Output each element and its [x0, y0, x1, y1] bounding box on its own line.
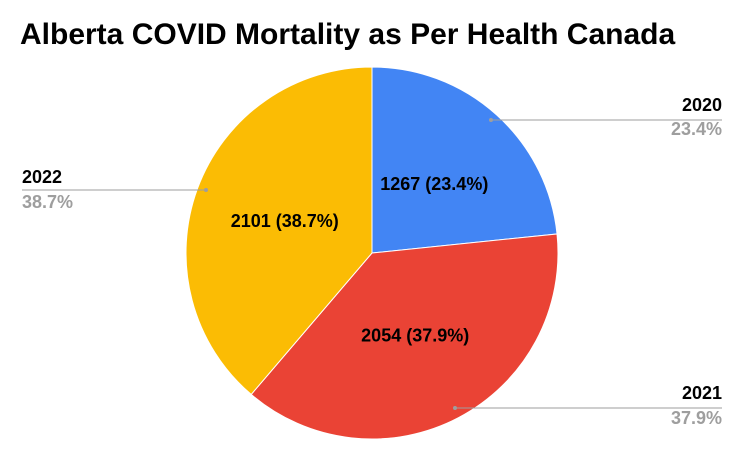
callout-percent-2020: 23.4% — [671, 119, 722, 139]
slice-value-label-2020: 1267 (23.4%) — [380, 174, 488, 194]
callout-percent-2021: 37.9% — [671, 408, 722, 428]
callout-label-2020: 2020 — [682, 95, 722, 115]
callout-dot-2020 — [489, 118, 493, 122]
pie-slice-2022 — [185, 66, 373, 396]
callout-percent-2022: 38.7% — [22, 192, 73, 212]
callout-dot-2021 — [453, 406, 457, 410]
chart-title: Alberta COVID Mortality as Per Health Ca… — [20, 18, 676, 51]
pie-slice-2021 — [250, 233, 559, 440]
slice-value-label-2022: 2101 (38.7%) — [231, 211, 339, 231]
pie-slice-2020 — [371, 66, 558, 254]
callout-label-2022: 2022 — [22, 167, 62, 187]
slice-value-label-2021: 2054 (37.9%) — [361, 325, 469, 345]
callout-label-2021: 2021 — [682, 383, 722, 403]
callout-dot-2022 — [204, 188, 208, 192]
